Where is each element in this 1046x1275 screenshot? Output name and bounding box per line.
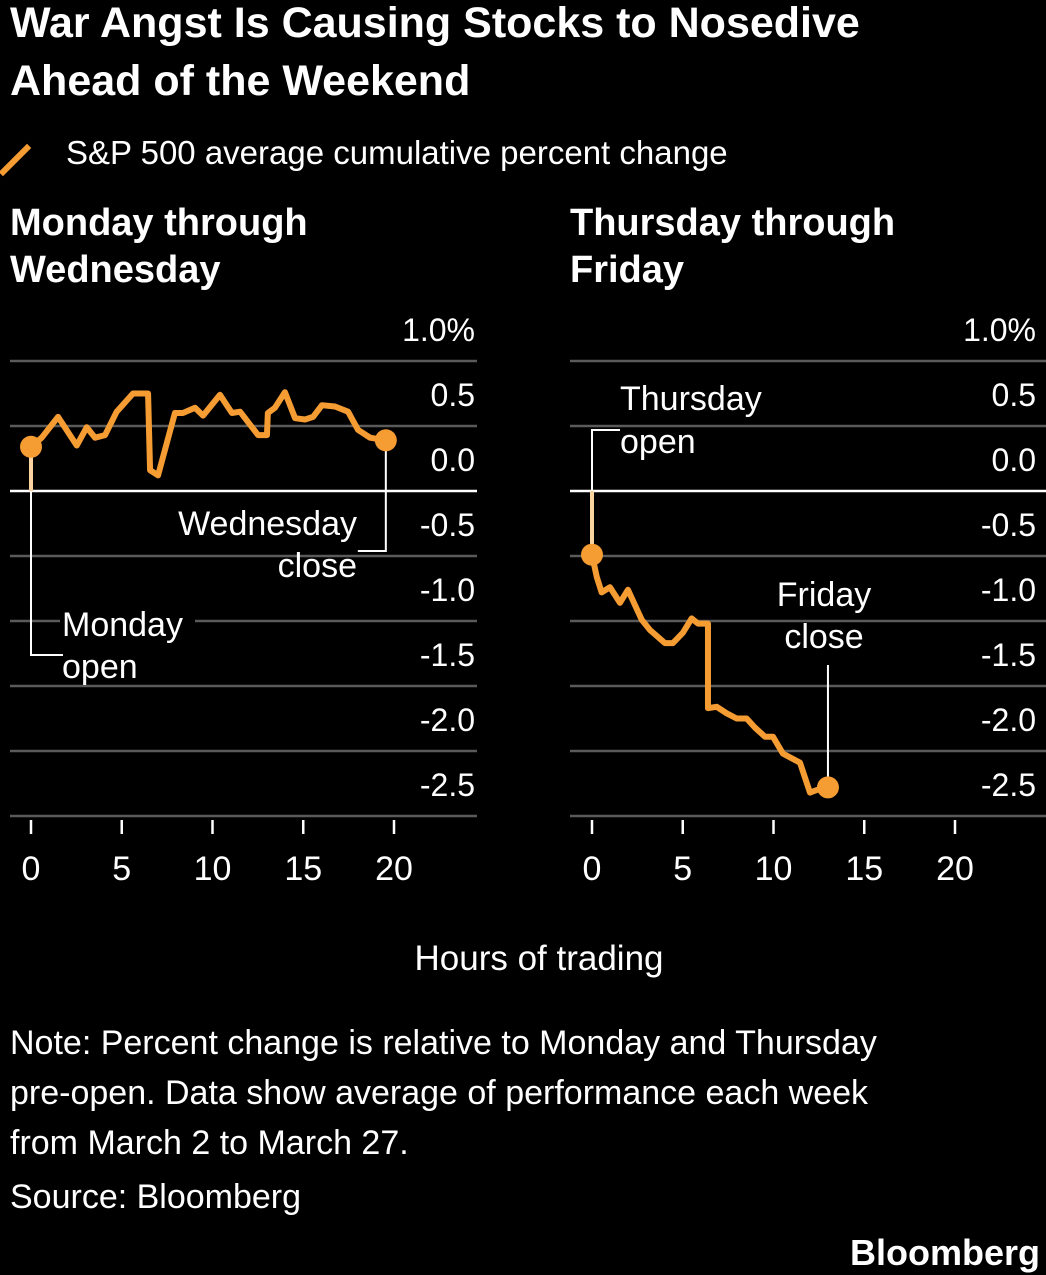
annotation-label: close bbox=[784, 618, 863, 656]
y-tick-label: -0.5 bbox=[981, 507, 1036, 543]
note-line-1: Note: Percent change is relative to Mond… bbox=[10, 1024, 877, 1062]
x-tick-label: 0 bbox=[583, 850, 602, 888]
panel-title-right-line1: Thursday through bbox=[570, 202, 896, 244]
thursday-open-leader bbox=[591, 429, 620, 491]
panel-title-right: Thursday through Friday bbox=[570, 200, 895, 294]
start-point bbox=[581, 543, 603, 566]
panel-right: 1.0% 0.5 0.0 -0.5 -1.0 -1.5 -2.0 -2.5 0 5 10 15 20 Th… bbox=[570, 312, 1046, 888]
annotation-label: Friday bbox=[777, 576, 871, 614]
panel-title-left-line2: Wednesday bbox=[10, 249, 221, 291]
annotation-label: Wednesday bbox=[178, 505, 357, 543]
legend-label: S&P 500 average cumulative percent chang… bbox=[66, 134, 728, 171]
y-tick-label: 0.0 bbox=[992, 442, 1036, 478]
annotation-label: Monday bbox=[62, 606, 183, 644]
series-line bbox=[28, 389, 389, 479]
x-tick-label: 5 bbox=[673, 850, 692, 888]
x-tick-label: 20 bbox=[375, 850, 413, 888]
annotation-label: close bbox=[278, 547, 357, 585]
end-point bbox=[816, 776, 839, 799]
brand-logo: Bloomberg bbox=[850, 1232, 1041, 1273]
monday-open-leader bbox=[30, 446, 63, 656]
x-tick-label: 10 bbox=[194, 850, 232, 888]
y-tick-label: 1.0% bbox=[402, 312, 475, 348]
y-tick-label: -2.0 bbox=[420, 702, 475, 738]
annotation-label: Thursday bbox=[620, 380, 762, 418]
charts-canvas: Hours of trading 1.0% 0.5 0.0 -0.5 -1.0 -1.5 -… bbox=[10, 312, 1046, 978]
y-tick-label: 0.0 bbox=[431, 442, 475, 478]
panel-title-right-line2: Friday bbox=[570, 249, 685, 291]
x-tick-label: 15 bbox=[845, 850, 883, 888]
y-tick-label: -2.0 bbox=[981, 702, 1036, 738]
wednesday-close-leader bbox=[357, 440, 387, 552]
title-line-1: War Angst Is Causing Stocks to Nosedive bbox=[10, 0, 860, 47]
series-line bbox=[589, 551, 831, 796]
chart-title: War Angst Is Causing Stocks to Nosedive … bbox=[10, 0, 860, 110]
end-point bbox=[374, 429, 397, 452]
y-tick-label: -1.0 bbox=[981, 572, 1036, 608]
y-tick-label: -2.5 bbox=[981, 767, 1036, 803]
note-line-3: from March 2 to March 27. bbox=[10, 1124, 409, 1162]
y-tick-label: -1.5 bbox=[981, 637, 1036, 673]
panel-title-left: Monday through Wednesday bbox=[10, 200, 308, 294]
title-line-2: Ahead of the Weekend bbox=[10, 57, 471, 105]
x-tick-label: 15 bbox=[284, 850, 322, 888]
y-tick-label: 1.0% bbox=[963, 312, 1036, 348]
x-tick-label: 5 bbox=[112, 850, 131, 888]
note-line-2: pre-open. Data show average of performan… bbox=[10, 1074, 869, 1112]
annotation-label: open bbox=[62, 648, 138, 686]
y-tick-label: -0.5 bbox=[420, 507, 475, 543]
y-tick-label: 0.5 bbox=[992, 377, 1036, 413]
y-tick-label: -1.0 bbox=[420, 572, 475, 608]
x-tick-label: 20 bbox=[936, 850, 974, 888]
y-tick-label: -1.5 bbox=[420, 637, 475, 673]
x-tick-label: 10 bbox=[755, 850, 793, 888]
y-tick-label: 0.5 bbox=[431, 377, 475, 413]
label-bg bbox=[60, 605, 195, 635]
source: Source: Bloomberg bbox=[10, 1178, 302, 1216]
x-axis-label: Hours of trading bbox=[414, 939, 663, 978]
panel-left: 1.0% 0.5 0.0 -0.5 -1.0 -1.5 -2.0 -2.5 0 5 10 15 20 Mo… bbox=[10, 312, 477, 888]
note: Note: Percent change is relative to Mond… bbox=[10, 1018, 877, 1168]
start-point bbox=[20, 435, 42, 458]
annotation-label: open bbox=[620, 423, 696, 461]
panel-title-left-line1: Monday through bbox=[10, 202, 308, 244]
x-tick-label: 0 bbox=[22, 850, 41, 888]
y-tick-label: -2.5 bbox=[420, 767, 475, 803]
